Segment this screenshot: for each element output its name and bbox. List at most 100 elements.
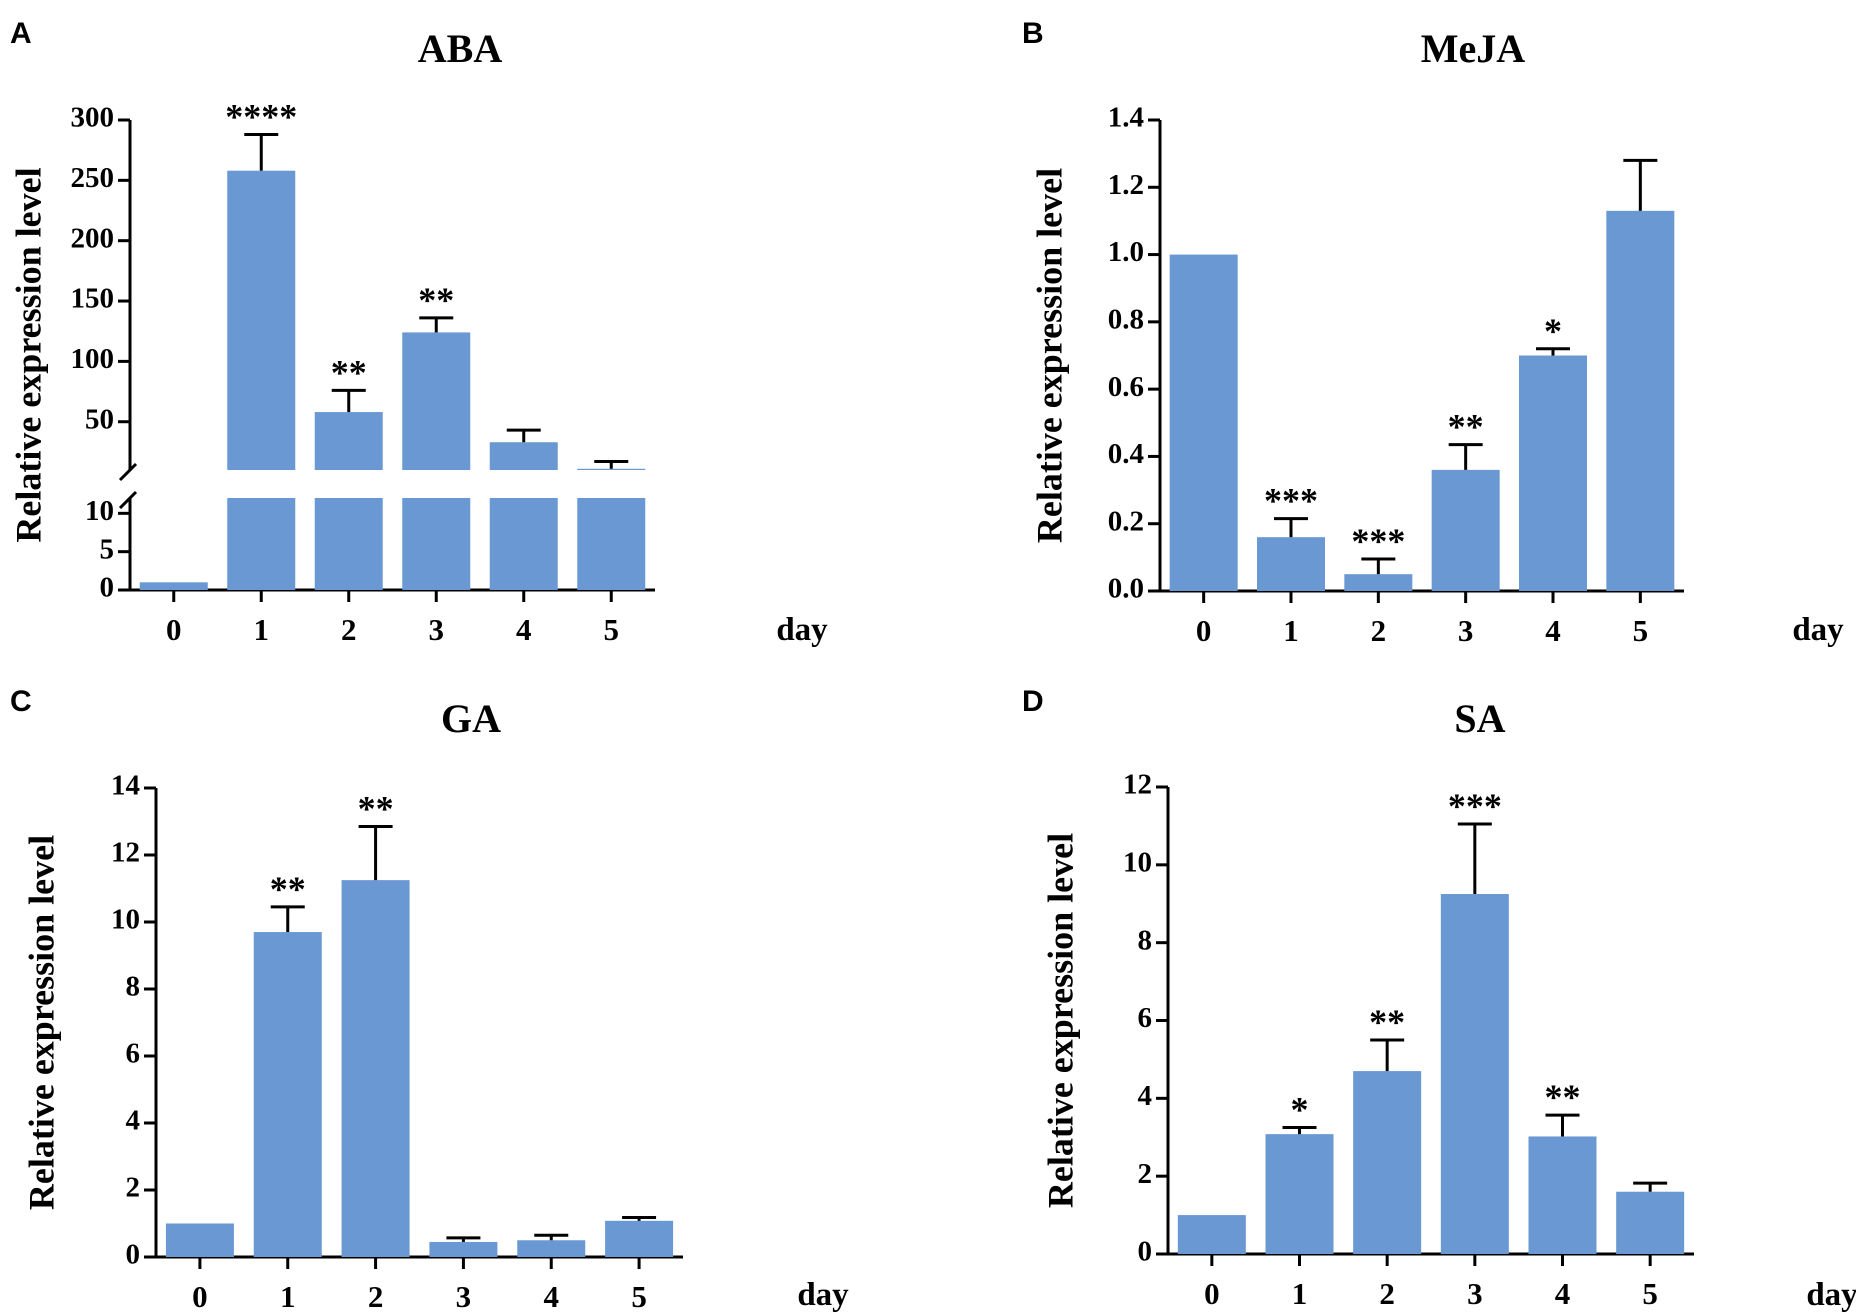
x-tick-label: 3 bbox=[1467, 1276, 1483, 1311]
y-tick-label: 0.0 bbox=[1108, 573, 1144, 605]
chart-title: ABA bbox=[418, 26, 503, 71]
y-tick-label: 1.2 bbox=[1108, 169, 1144, 201]
chart-title: MeJA bbox=[1421, 26, 1526, 71]
bar-lower-segment bbox=[577, 498, 646, 590]
bar bbox=[1440, 894, 1509, 1254]
bar bbox=[165, 1223, 234, 1257]
bar bbox=[1265, 1134, 1334, 1254]
bar bbox=[227, 170, 296, 471]
x-tick-label: 1 bbox=[280, 1279, 296, 1314]
y-axis-label: Relative expression level bbox=[21, 835, 61, 1210]
x-tick-label: 1 bbox=[254, 612, 270, 647]
bar bbox=[605, 1220, 674, 1257]
bar bbox=[1431, 469, 1500, 591]
y-tick-label: 8 bbox=[126, 971, 141, 1003]
y-tick-label: 0.4 bbox=[1108, 438, 1144, 470]
x-tick-label: 2 bbox=[368, 1279, 384, 1314]
bar bbox=[489, 442, 558, 470]
bar bbox=[139, 582, 208, 590]
y-tick-label: 6 bbox=[1138, 1002, 1153, 1034]
y-tick-label: 1.4 bbox=[1108, 102, 1144, 134]
y-tick-label: 10 bbox=[111, 904, 140, 936]
x-axis-label: day bbox=[776, 612, 828, 648]
y-tick-label: 0 bbox=[126, 1239, 141, 1271]
x-tick-label: 0 bbox=[166, 612, 182, 647]
x-tick-label: 5 bbox=[1633, 613, 1649, 648]
y-tick-label: 14 bbox=[111, 770, 140, 802]
y-tick-label: 50 bbox=[85, 403, 114, 435]
bar bbox=[577, 468, 646, 470]
bar bbox=[402, 332, 471, 470]
x-tick-label: 0 bbox=[192, 1279, 208, 1314]
bar-lower-segment bbox=[489, 498, 558, 590]
y-axis-label: Relative expression level bbox=[1029, 168, 1069, 543]
y-tick-label: 150 bbox=[71, 283, 115, 315]
bar bbox=[1344, 574, 1413, 591]
x-tick-label: 0 bbox=[1196, 613, 1212, 648]
significance-label: ** bbox=[331, 352, 367, 392]
y-tick-label: 5 bbox=[100, 533, 115, 565]
panel-label: D bbox=[1022, 685, 1044, 718]
significance-label: *** bbox=[1448, 786, 1502, 826]
x-tick-label: 4 bbox=[1545, 613, 1561, 648]
significance-label: ** bbox=[418, 280, 454, 320]
bar-lower-segment bbox=[314, 498, 383, 590]
y-tick-label: 12 bbox=[1123, 769, 1152, 801]
y-tick-label: 1.0 bbox=[1108, 236, 1144, 268]
bar bbox=[1353, 1071, 1422, 1254]
bar bbox=[1519, 355, 1587, 591]
x-tick-label: 0 bbox=[1204, 1276, 1220, 1311]
significance-label: ** bbox=[1545, 1077, 1581, 1117]
y-tick-label: 250 bbox=[71, 162, 115, 194]
x-tick-label: 1 bbox=[1283, 613, 1299, 648]
significance-label: ** bbox=[270, 869, 306, 909]
y-tick-label: 10 bbox=[85, 495, 114, 527]
bar bbox=[341, 880, 410, 1257]
chart-meja: B MeJA Relative expression level 0 1 2 3 4 5 day 0… bbox=[1022, 17, 1844, 648]
significance-label: * bbox=[1544, 311, 1562, 351]
x-tick-label: 2 bbox=[1371, 613, 1387, 648]
x-tick-label: 5 bbox=[631, 1279, 647, 1314]
bar bbox=[517, 1240, 586, 1257]
y-tick-label: 4 bbox=[1138, 1080, 1153, 1112]
bar bbox=[1257, 537, 1325, 591]
y-tick-label: 0 bbox=[100, 572, 115, 604]
x-axis-label: day bbox=[1792, 612, 1844, 648]
y-tick-label: 300 bbox=[71, 102, 115, 134]
x-tick-label: 4 bbox=[544, 1279, 560, 1314]
x-tick-label: 5 bbox=[604, 612, 620, 647]
significance-label: ** bbox=[358, 789, 394, 829]
significance-label: **** bbox=[225, 96, 297, 136]
y-axis-label: Relative expression level bbox=[1040, 833, 1080, 1208]
y-tick-label: 0.2 bbox=[1108, 505, 1144, 537]
x-axis-label: day bbox=[797, 1277, 849, 1313]
bar bbox=[253, 932, 322, 1257]
chart-aba: A ABA Relative expression level 0 1 2 3 4 5 day 0 5… bbox=[8, 17, 828, 648]
x-tick-label: 3 bbox=[429, 612, 445, 647]
axis-break-mark bbox=[118, 462, 138, 482]
y-tick-label: 100 bbox=[71, 343, 115, 375]
y-tick-label: 2 bbox=[126, 1172, 141, 1204]
chart-title: GA bbox=[441, 696, 501, 741]
significance-label: *** bbox=[1351, 521, 1405, 561]
bar bbox=[1169, 254, 1238, 592]
significance-label: ** bbox=[1448, 407, 1484, 447]
x-tick-label: 2 bbox=[1379, 1276, 1395, 1311]
x-tick-label: 2 bbox=[341, 612, 357, 647]
x-axis-label: day bbox=[1806, 1277, 1856, 1313]
bar bbox=[1528, 1136, 1597, 1254]
y-tick-label: 10 bbox=[1123, 846, 1152, 878]
x-tick-label: 3 bbox=[456, 1279, 472, 1314]
axis-break-mark bbox=[118, 490, 138, 510]
y-tick-label: 0.8 bbox=[1108, 304, 1144, 336]
significance-label: ** bbox=[1369, 1002, 1405, 1042]
bar bbox=[1177, 1215, 1246, 1254]
x-tick-label: 4 bbox=[516, 612, 532, 647]
bar bbox=[1606, 210, 1675, 592]
y-tick-label: 0.6 bbox=[1108, 371, 1144, 403]
bar-lower-segment bbox=[227, 498, 296, 590]
y-tick-label: 2 bbox=[1138, 1158, 1153, 1190]
